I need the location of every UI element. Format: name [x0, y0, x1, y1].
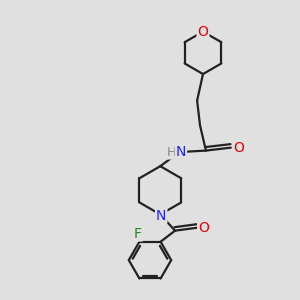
Text: O: O [233, 141, 244, 154]
Text: N: N [156, 209, 166, 223]
Text: O: O [198, 221, 209, 235]
Text: F: F [134, 226, 142, 241]
Text: H: H [167, 146, 176, 159]
Text: O: O [198, 25, 208, 39]
Text: N: N [176, 145, 186, 159]
